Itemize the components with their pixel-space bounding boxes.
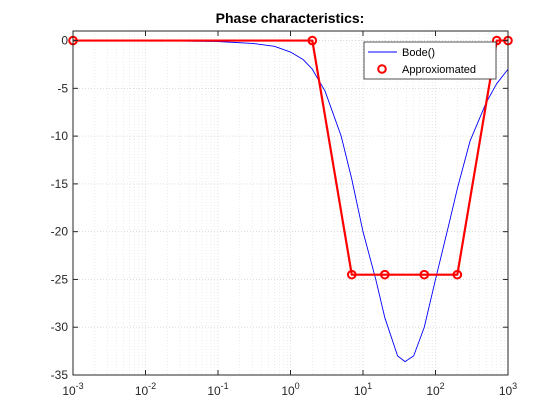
x-tick-label: 103: [499, 381, 517, 398]
approximated-series-line: [73, 39, 508, 276]
x-tick-label: 10-2: [135, 381, 156, 398]
x-tick-label: 100: [281, 381, 299, 398]
x-tick-label: 102: [426, 381, 444, 398]
y-tick-label: -15: [51, 177, 69, 191]
legend-label-bode: Bode(): [402, 47, 435, 59]
legend-swatch-approximated: [377, 64, 387, 74]
approximated-point: [491, 35, 502, 46]
legend: Bode() Approxiomated: [363, 41, 497, 80]
x-tick-label: 10-1: [207, 381, 228, 398]
series-layer: [68, 35, 513, 363]
tick-layer: 10-3 10-2 10-1 100 101 102 103 0 -5 -10 -15 -20 -25 -…: [51, 31, 517, 398]
y-tick-label: -35: [51, 368, 69, 382]
y-tick-label: -20: [51, 225, 69, 239]
approximated-point: [307, 35, 318, 46]
x-tick-label: 101: [354, 381, 372, 398]
approximated-point: [380, 269, 390, 280]
approximated-point: [419, 269, 430, 280]
y-tick-label: -30: [51, 320, 69, 334]
legend-box: [363, 41, 497, 80]
approximated-point: [452, 269, 463, 280]
chart-title: Phase characteristics:: [216, 10, 365, 26]
bode-series-line: [73, 40, 509, 363]
y-tick-label: 0: [61, 34, 68, 48]
y-tick-label: -5: [57, 81, 68, 95]
legend-label-approximated: Approxiomated: [402, 64, 476, 76]
y-tick-label: -25: [51, 272, 69, 286]
y-tick-label: -10: [51, 129, 69, 143]
approximated-point: [346, 269, 357, 280]
x-tick-label: 10-3: [62, 381, 83, 398]
